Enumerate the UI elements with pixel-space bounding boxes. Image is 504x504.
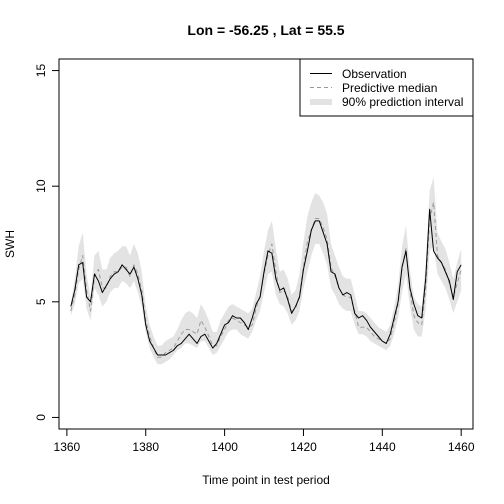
y-axis-label: SWH	[3, 230, 17, 258]
series-observation-line	[70, 208, 462, 356]
legend: Observation Predictive median 90% predic…	[299, 58, 474, 117]
y-axis: 0 5 10 15	[34, 64, 60, 421]
series-prediction-interval-band	[70, 176, 462, 365]
x-tick-label: 1380	[132, 440, 159, 454]
y-tick-label: 0	[34, 414, 48, 421]
legend-box	[299, 58, 474, 117]
x-tick-label: 1440	[369, 440, 396, 454]
x-axis-label: Time point in test period	[202, 473, 330, 487]
x-tick-label: 1400	[211, 440, 238, 454]
x-tick-label: 1420	[290, 440, 317, 454]
series-predictive-median-line	[70, 201, 462, 358]
legend-label-predictive-median: Predictive median	[342, 81, 437, 95]
y-tick-label: 15	[34, 64, 48, 78]
x-axis: 1360 1380 1400 1420 1440 1460	[54, 428, 475, 454]
x-tick-label: 1360	[54, 440, 81, 454]
x-tick-label: 1460	[448, 440, 475, 454]
chart-title: Lon = -56.25 , Lat = 55.5	[187, 22, 344, 38]
legend-label-observation: Observation	[342, 67, 407, 81]
plot-area	[70, 176, 462, 365]
legend-label-prediction-interval: 90% prediction interval	[342, 95, 463, 109]
y-tick-label: 10	[34, 179, 48, 193]
y-tick-label: 5	[34, 298, 48, 305]
